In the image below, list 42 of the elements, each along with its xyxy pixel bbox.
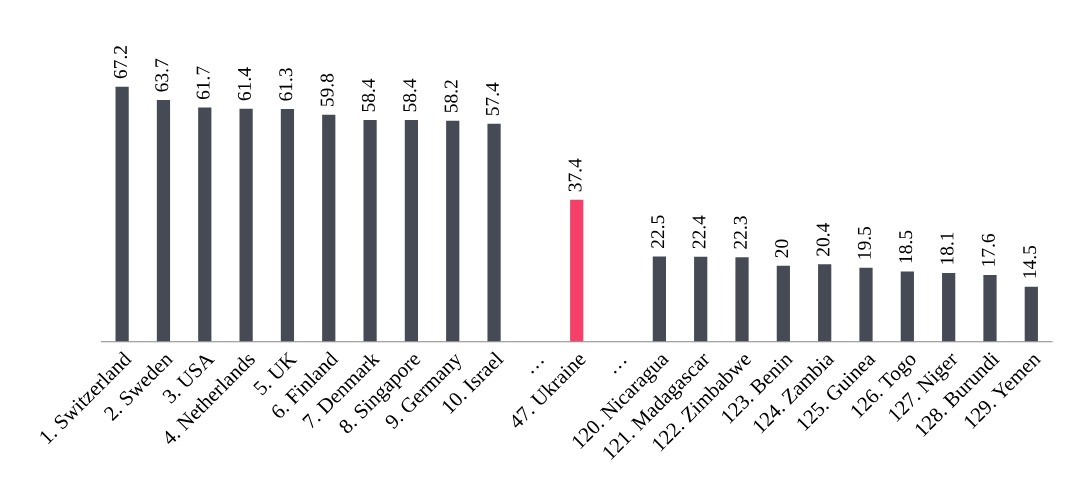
bar [983,274,997,342]
bar [198,107,212,342]
bar [776,265,790,342]
data-label: 17.6 [981,233,995,266]
bar [280,109,295,342]
bar [487,123,501,342]
data-label: 57.4 [485,82,500,116]
bar [818,264,832,342]
data-label: 61.4 [237,67,252,101]
data-label: 22.5 [651,215,665,248]
bar [156,99,171,342]
data-label: 14.5 [1023,245,1037,278]
bar [942,273,956,342]
bar [735,257,749,342]
bar [322,114,336,342]
bar [694,256,708,342]
data-label: 61.7 [196,66,210,100]
data-label: 58.4 [403,78,417,112]
bar [652,256,666,342]
bar [239,108,253,342]
data-label: 67.2 [113,46,128,79]
bar [446,120,460,342]
data-label: 22.3 [733,216,747,249]
data-label: 20 [775,239,789,258]
bar [859,267,873,342]
bar [1024,286,1038,342]
data-label: 58.2 [444,80,458,113]
data-label: 20.4 [816,223,830,256]
bar [900,271,914,342]
data-label: 18.1 [940,232,954,264]
data-label: 18.5 [899,230,913,263]
data-label: 37.4 [568,158,582,192]
bar [570,199,584,342]
bar [404,120,419,342]
data-label: 58.4 [361,78,376,112]
data-label: 22.4 [692,215,706,249]
bar [115,86,129,342]
data-label: 59.8 [320,73,334,107]
data-label: 63.7 [155,58,169,92]
data-label: 19.5 [857,226,871,259]
data-label: 61.3 [279,68,293,101]
bar [363,120,377,342]
